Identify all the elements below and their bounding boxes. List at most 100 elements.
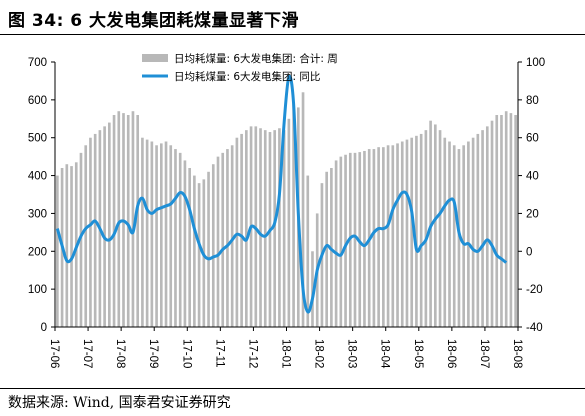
bar (126, 115, 130, 327)
bar (117, 111, 121, 328)
x-tick-label: 18-01 (280, 339, 292, 368)
bar (391, 145, 395, 327)
bar (514, 115, 517, 327)
bar (278, 128, 281, 327)
right-tick-label: 80 (526, 95, 539, 107)
bar (287, 118, 291, 327)
left-tick-label: 300 (28, 208, 47, 220)
right-tick-label: 0 (526, 246, 532, 258)
right-tick-label: 100 (526, 57, 545, 69)
bar (500, 115, 503, 327)
bar (434, 124, 437, 328)
left-tick-label: 600 (28, 95, 47, 107)
bar (230, 145, 234, 327)
bar (141, 137, 144, 327)
bar (462, 145, 465, 327)
bar (485, 126, 489, 327)
x-tick-label: 17-10 (180, 339, 192, 368)
bar (183, 160, 187, 327)
bar (131, 111, 135, 328)
bar (424, 130, 428, 327)
x-tick-label: 18-06 (445, 339, 457, 368)
x-tick-label: 17-06 (48, 339, 60, 368)
bar (159, 143, 163, 327)
bar (226, 149, 229, 327)
bar (419, 133, 423, 327)
bar (481, 130, 484, 327)
bar (70, 166, 73, 327)
x-tick-label: 17-07 (81, 339, 93, 368)
bar (292, 103, 295, 327)
left-tick-label: 0 (41, 322, 47, 334)
bar (240, 133, 243, 327)
bar (353, 152, 357, 327)
bar (325, 171, 328, 327)
bar (93, 133, 97, 327)
bar (79, 152, 83, 327)
right-tick-label: 60 (526, 133, 539, 145)
bar (452, 145, 456, 327)
bar (282, 130, 286, 327)
bar (211, 164, 215, 327)
bar (169, 145, 173, 327)
bar (245, 130, 248, 327)
bar (150, 141, 154, 327)
x-tick-label: 18-04 (379, 339, 391, 369)
bar (188, 168, 191, 327)
legend-label-line: 日均耗煤量: 6大发电集团: 同比 (174, 70, 320, 83)
bar (108, 122, 111, 327)
left-tick-label: 400 (28, 171, 47, 183)
bar (65, 164, 69, 327)
x-tick-label: 18-05 (412, 339, 424, 368)
bar (377, 147, 380, 327)
legend-swatch-bar (142, 54, 168, 62)
bar (273, 130, 277, 327)
bar (207, 171, 210, 327)
bar (145, 139, 149, 327)
bar (438, 130, 442, 327)
chart: 0 100 200 300 400 500 600 700 -40 -20 0 20 40 60 80 100… (28, 52, 545, 369)
top-rule (0, 34, 585, 35)
bar (344, 154, 347, 327)
bar (301, 92, 305, 327)
bar (509, 113, 513, 327)
x-tick-label: 17-12 (246, 339, 258, 368)
bar (311, 251, 314, 327)
bar (259, 128, 262, 327)
x-tick-label: 17-09 (147, 339, 159, 368)
bar (372, 149, 376, 327)
bar (197, 183, 201, 327)
x-tick-label: 18-02 (313, 339, 325, 368)
left-tick-label: 700 (28, 57, 47, 69)
bar (306, 175, 310, 327)
bar (103, 126, 106, 327)
x-tick-label: 18-08 (511, 339, 523, 368)
bar (155, 145, 158, 327)
bar (457, 149, 461, 327)
bar (263, 130, 267, 327)
bar (415, 135, 418, 327)
line-series-yoy (55, 74, 508, 314)
source-note: 数据来源: Wind, 国泰君安证券研究 (8, 395, 231, 411)
bar (193, 175, 196, 327)
x-tick-label: 18-07 (478, 339, 490, 368)
legend-label-bar: 日均耗煤量: 6大发电集团: 合计: 周 (174, 52, 338, 65)
right-tick-label: 20 (526, 208, 539, 220)
bar (136, 115, 140, 327)
bottom-rule (0, 388, 585, 389)
bar (400, 141, 404, 327)
left-tick-label: 100 (28, 284, 47, 296)
bar (178, 152, 182, 327)
left-tick-label: 200 (28, 246, 47, 258)
left-tick-label: 500 (28, 133, 47, 145)
bar (382, 147, 385, 327)
bar (405, 139, 409, 327)
x-tick-label: 17-08 (114, 339, 126, 368)
bar (476, 133, 480, 327)
bar (448, 141, 451, 327)
bar (396, 143, 399, 327)
right-tick-label: 40 (526, 171, 539, 183)
bar (174, 149, 177, 327)
x-tick-label: 17-11 (213, 339, 225, 368)
bar (467, 141, 470, 327)
